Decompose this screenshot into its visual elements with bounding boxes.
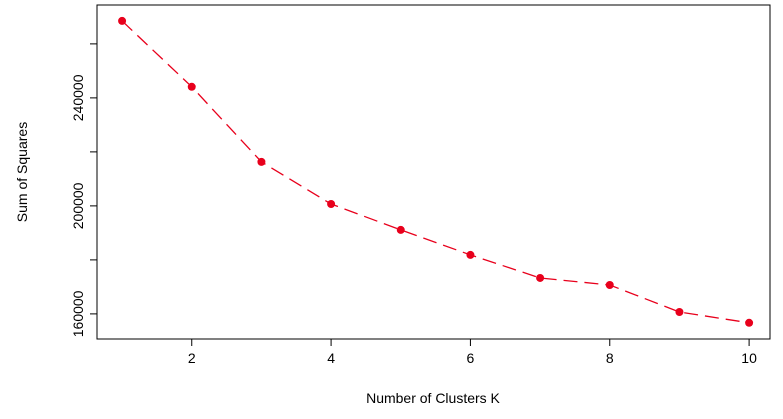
y-tick-label: 200000 [70, 182, 86, 229]
point [466, 250, 475, 259]
point [536, 273, 545, 282]
point [118, 16, 127, 25]
y-axis-title: Sum of Squares [14, 122, 30, 222]
y-tick-label: 160000 [70, 290, 86, 337]
x-tick-label: 6 [467, 350, 475, 366]
point [605, 280, 614, 289]
point [257, 157, 266, 166]
point [327, 199, 336, 208]
point [187, 82, 196, 91]
x-tick-label: 2 [188, 350, 196, 366]
line [121, 20, 750, 324]
x-tick-label: 8 [606, 350, 614, 366]
plot-frame [96, 4, 771, 340]
x-axis-title: Number of Clusters K [366, 390, 500, 406]
x-tick-label: 10 [741, 350, 757, 366]
x-tick-label: 4 [327, 350, 335, 366]
point [396, 225, 405, 234]
y-tick-label: 240000 [70, 74, 86, 121]
point [745, 318, 754, 327]
point [675, 307, 684, 316]
